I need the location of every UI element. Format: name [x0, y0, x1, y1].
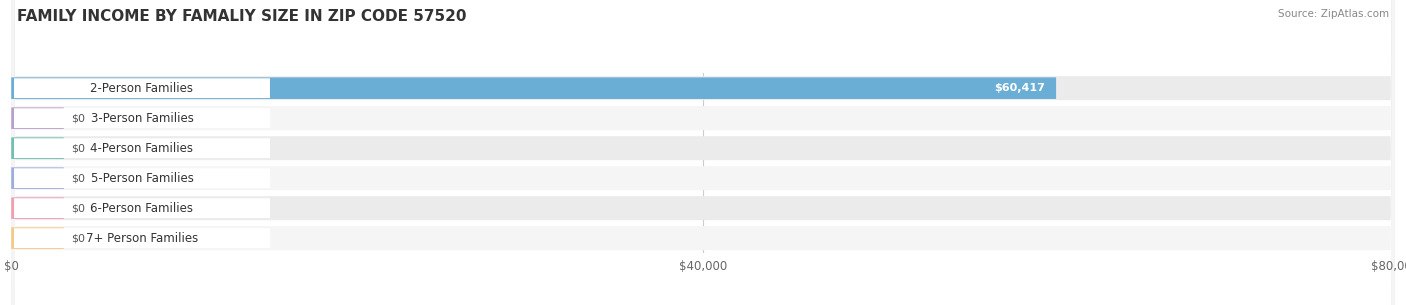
Text: $0: $0: [70, 203, 84, 213]
FancyBboxPatch shape: [14, 168, 270, 188]
Text: 3-Person Families: 3-Person Families: [90, 112, 194, 125]
Text: $0: $0: [70, 173, 84, 183]
FancyBboxPatch shape: [14, 198, 270, 218]
FancyBboxPatch shape: [11, 227, 63, 249]
Text: 6-Person Families: 6-Person Families: [90, 202, 194, 215]
FancyBboxPatch shape: [11, 107, 63, 129]
FancyBboxPatch shape: [14, 78, 270, 98]
FancyBboxPatch shape: [11, 167, 63, 189]
Text: $0: $0: [70, 233, 84, 243]
Text: 5-Person Families: 5-Person Families: [90, 172, 194, 185]
Text: Source: ZipAtlas.com: Source: ZipAtlas.com: [1278, 9, 1389, 19]
Text: 2-Person Families: 2-Person Families: [90, 82, 194, 95]
Text: $0: $0: [70, 143, 84, 153]
FancyBboxPatch shape: [11, 0, 1395, 305]
FancyBboxPatch shape: [11, 77, 1056, 99]
Text: FAMILY INCOME BY FAMALIY SIZE IN ZIP CODE 57520: FAMILY INCOME BY FAMALIY SIZE IN ZIP COD…: [17, 9, 467, 24]
FancyBboxPatch shape: [14, 108, 270, 128]
FancyBboxPatch shape: [14, 228, 270, 248]
Text: 4-Person Families: 4-Person Families: [90, 142, 194, 155]
Text: 7+ Person Families: 7+ Person Families: [86, 232, 198, 245]
FancyBboxPatch shape: [11, 137, 63, 159]
FancyBboxPatch shape: [11, 0, 1395, 305]
FancyBboxPatch shape: [11, 197, 63, 219]
FancyBboxPatch shape: [11, 0, 1395, 305]
Text: $0: $0: [70, 113, 84, 123]
FancyBboxPatch shape: [11, 0, 1395, 305]
FancyBboxPatch shape: [11, 0, 1395, 305]
FancyBboxPatch shape: [11, 0, 1395, 305]
FancyBboxPatch shape: [14, 138, 270, 158]
Text: $60,417: $60,417: [994, 83, 1045, 93]
